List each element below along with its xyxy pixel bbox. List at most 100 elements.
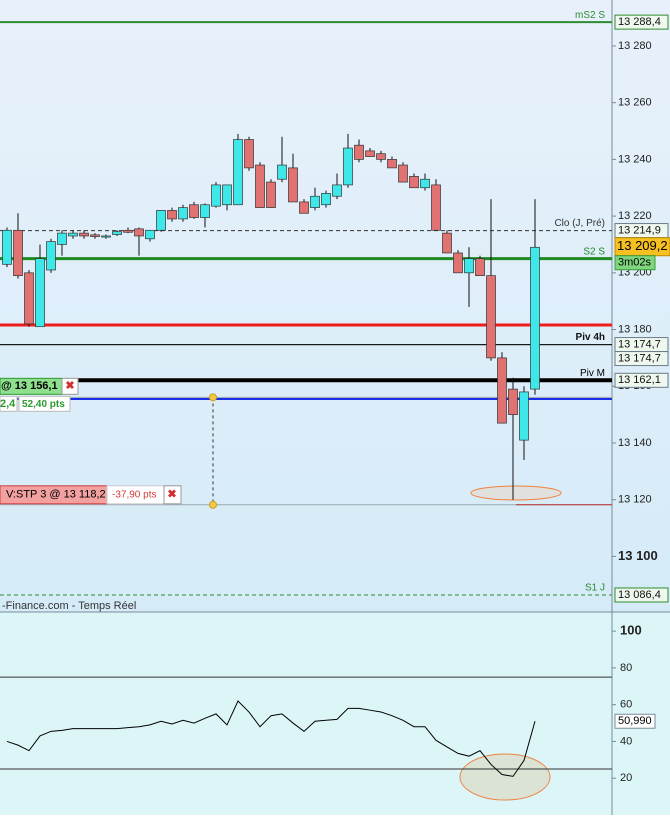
y-tick-label: 13 280 xyxy=(618,40,652,52)
candle-body xyxy=(134,228,144,237)
level-name: S1 J xyxy=(585,583,605,594)
cancel-icon[interactable]: ✖ xyxy=(167,489,176,501)
candle-body xyxy=(420,178,430,189)
level-name: S2 S xyxy=(583,246,605,257)
y-tick-label: 80 xyxy=(620,662,632,674)
candle-body xyxy=(167,210,177,220)
y-tick-label: 60 xyxy=(620,699,632,711)
highlight-ellipse xyxy=(459,753,551,801)
current-price-label: 13 209,2 xyxy=(617,238,668,253)
cancel-button[interactable] xyxy=(61,377,79,395)
candle-body xyxy=(233,139,243,206)
level-value-box xyxy=(614,372,669,388)
order-dot xyxy=(209,500,217,509)
cancel-icon[interactable]: ✖ xyxy=(65,380,74,392)
candle-body xyxy=(2,229,12,265)
candle-body xyxy=(189,204,199,218)
candle-body xyxy=(387,159,397,169)
y-tick-label: 13 100 xyxy=(618,548,658,563)
candle-body xyxy=(101,235,111,238)
candle-body xyxy=(46,241,56,271)
order-qty: 2,4 xyxy=(0,398,16,410)
candle-body xyxy=(277,164,287,180)
rsi-value-box xyxy=(614,713,656,729)
candle-body xyxy=(519,391,529,441)
candle-body xyxy=(332,184,342,197)
candle-body xyxy=(156,210,166,231)
candle-body xyxy=(255,164,265,208)
candle-body xyxy=(409,176,419,189)
level-value-label: 13 288,4 xyxy=(618,16,661,28)
y-tick-label: 13 260 xyxy=(618,97,652,109)
y-tick-label: 13 180 xyxy=(618,323,652,335)
level-name: mS2 S xyxy=(575,10,605,21)
candle-body xyxy=(398,164,408,183)
order-dot xyxy=(209,393,217,402)
candle-body xyxy=(68,232,78,237)
candle-body xyxy=(497,357,507,424)
candle-body xyxy=(266,181,276,208)
order-label: V:STP 3 @ 13 118,2 xyxy=(6,489,106,501)
candle-body xyxy=(299,201,309,214)
y-tick-label: 13 140 xyxy=(618,437,652,449)
order-label: @ 13 156,1 xyxy=(1,380,58,392)
candle-body xyxy=(244,139,254,169)
order-qty-box xyxy=(0,395,18,412)
level-value-label: 13 174,7 xyxy=(618,352,661,364)
rsi-value-label: 50,990 xyxy=(618,715,652,727)
candle-body xyxy=(442,232,452,254)
order-pts: -37,90 pts xyxy=(112,489,156,500)
candle-body xyxy=(24,272,34,325)
candle-body xyxy=(365,150,375,157)
level-value-box xyxy=(614,587,669,603)
candle-body xyxy=(123,229,133,233)
level-name: Piv 4h xyxy=(576,332,605,343)
candle-body xyxy=(288,167,298,203)
candle-body xyxy=(343,147,353,186)
timer-box xyxy=(614,255,656,271)
level-value-label: 13 086,4 xyxy=(618,589,661,601)
candle-body xyxy=(321,193,331,206)
y-tick-label: 100 xyxy=(620,623,642,638)
cancel-button[interactable] xyxy=(163,485,182,505)
order-pts-box xyxy=(18,395,71,412)
highlight-ellipse xyxy=(470,485,562,501)
candle-body xyxy=(530,246,540,390)
level-name: Piv M xyxy=(580,368,605,379)
candle-body xyxy=(475,258,485,277)
level-value-label: 13 162,1 xyxy=(618,374,661,386)
candle-body xyxy=(222,184,232,206)
candle-body xyxy=(354,144,364,160)
candle-body xyxy=(90,234,100,237)
candle-body xyxy=(464,258,474,274)
candle-body xyxy=(79,232,89,237)
timer-label: 3m02s xyxy=(618,257,652,269)
y-tick-label: 40 xyxy=(620,735,632,747)
candle-body xyxy=(145,229,155,240)
candle-body xyxy=(112,231,122,235)
candle-body xyxy=(35,258,45,328)
y-tick-label: 13 240 xyxy=(618,153,652,165)
candle-body xyxy=(178,207,188,220)
candle-body xyxy=(453,252,463,274)
level-name: Clo (J, Pré) xyxy=(554,218,605,229)
y-tick-label: 13 120 xyxy=(618,494,652,506)
rsi-line xyxy=(6,700,536,777)
candle-body xyxy=(431,184,441,231)
price-panel xyxy=(0,0,670,612)
candle-body xyxy=(13,229,23,277)
candle-body xyxy=(376,153,386,160)
level-value-box xyxy=(614,351,669,367)
level-value-label: 13 214,9 xyxy=(618,224,661,236)
y-tick-label: 20 xyxy=(620,772,632,784)
candle-body xyxy=(211,184,221,207)
y-tick-label: 13 220 xyxy=(618,210,652,222)
candle-body xyxy=(200,204,210,218)
candle-body xyxy=(57,232,67,245)
level-value-box xyxy=(614,14,669,30)
source-label: -Finance.com - Temps Réel xyxy=(2,600,136,612)
candle-body xyxy=(508,388,518,415)
order-pts: 52,40 pts xyxy=(22,399,65,410)
